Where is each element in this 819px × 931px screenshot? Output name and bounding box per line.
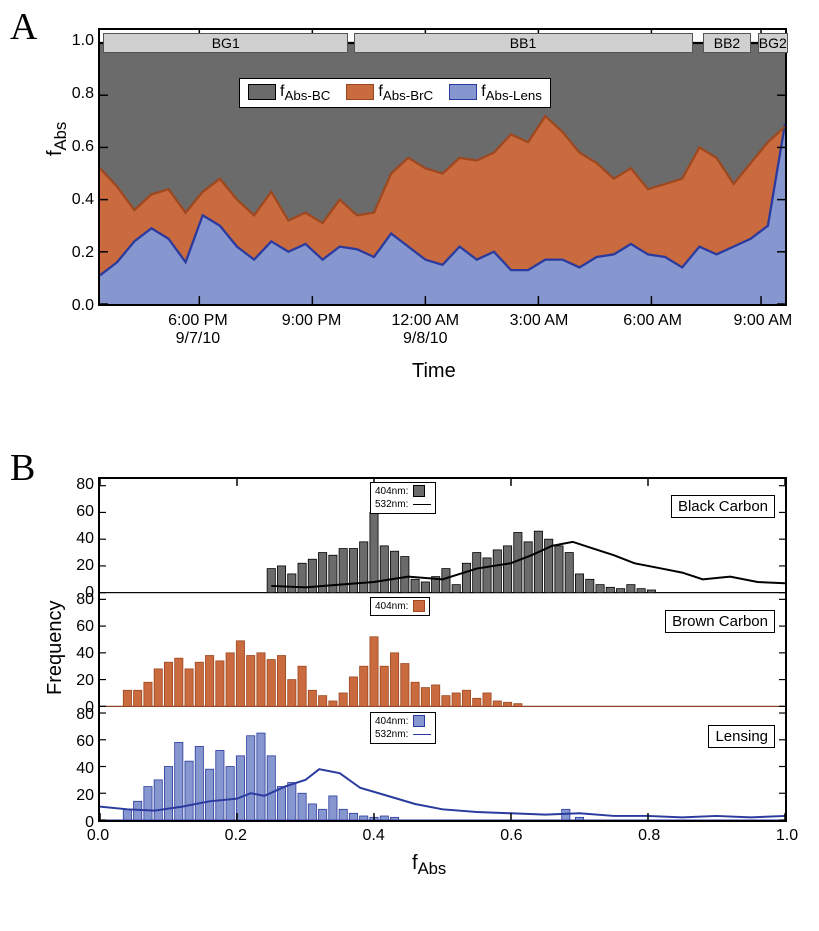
- ytick-label: 80: [68, 476, 94, 494]
- ytick-label: 60: [68, 618, 94, 636]
- panel-b-label: B: [10, 446, 35, 490]
- figure: A BG1 BB1 BB2 BG2 fAbs-BC fAbs-BrC fAbs-Len…: [0, 0, 819, 931]
- subplot-label: Black Carbon: [671, 495, 775, 518]
- panel-a-label: A: [10, 5, 37, 49]
- subplot-label: Lensing: [708, 725, 775, 748]
- panel-a-svg: [100, 30, 785, 304]
- panel-b-xlabel: fAbs: [412, 852, 446, 879]
- mini-legend: 404nm: 532nm:: [370, 482, 436, 514]
- xtick-label: 1.0: [767, 827, 807, 845]
- ytick-label: 80: [68, 706, 94, 724]
- panel-a-legend: fAbs-BC fAbs-BrC fAbs-Lens: [239, 78, 551, 108]
- legend-bc: fAbs-BC: [248, 83, 330, 103]
- ytick-label: 0.4: [66, 191, 94, 209]
- ytick-label: 40: [68, 530, 94, 548]
- ytick-label: 60: [68, 733, 94, 751]
- xtick-label: 12:00 AM9/8/10: [375, 312, 475, 348]
- subplot-label: Brown Carbon: [665, 610, 775, 633]
- ytick-label: 1.0: [66, 32, 94, 50]
- ytick-label: 20: [68, 672, 94, 690]
- xtick-label: 0.2: [216, 827, 256, 845]
- xtick-label: 9:00 PM: [262, 312, 362, 330]
- xtick-label: 6:00 AM: [603, 312, 703, 330]
- ytick-label: 40: [68, 760, 94, 778]
- panel-a: BG1BB1BB2BG2 fAbs-BC fAbs-BrC fAbs-Lens …: [72, 28, 787, 373]
- xtick-label: 6:00 PM9/7/10: [148, 312, 248, 348]
- xtick-label: 0.8: [629, 827, 669, 845]
- panel-a-ylabel: fAbs: [44, 122, 71, 156]
- mini-legend: 404nm:: [370, 597, 430, 616]
- ytick-label: 0.2: [66, 244, 94, 262]
- ytick-label: 60: [68, 503, 94, 521]
- mini-legend: 404nm: 532nm:: [370, 712, 436, 744]
- xtick-label: 0.4: [354, 827, 394, 845]
- ytick-label: 0.0: [66, 297, 94, 315]
- legend-lens: fAbs-Lens: [449, 83, 542, 103]
- xtick-label: 0.6: [491, 827, 531, 845]
- ytick-label: 80: [68, 591, 94, 609]
- ytick-label: 0.8: [66, 85, 94, 103]
- segment-BG2: BG2: [758, 33, 788, 53]
- panel-b: Black Carbon 404nm: 532nm: Brown Carbon 40…: [72, 477, 787, 892]
- legend-brc: fAbs-BrC: [346, 83, 433, 103]
- xtick-label: 0.0: [78, 827, 118, 845]
- panel-b-ylabel: Frequency: [44, 601, 67, 696]
- panel-b-plot: Black Carbon 404nm: 532nm: Brown Carbon 40…: [98, 477, 787, 822]
- segment-BB2: BB2: [703, 33, 751, 53]
- ytick-label: 40: [68, 645, 94, 663]
- ytick-label: 20: [68, 787, 94, 805]
- xtick-label: 9:00 AM: [713, 312, 813, 330]
- segment-BB1: BB1: [354, 33, 693, 53]
- panel-b-svg: [100, 479, 785, 820]
- segment-BG1: BG1: [103, 33, 348, 53]
- xtick-label: 3:00 AM: [489, 312, 589, 330]
- ytick-label: 20: [68, 557, 94, 575]
- panel-a-plot: BG1 BB1 BB2 BG2 fAbs-BC fAbs-BrC fAbs-Lens: [98, 28, 787, 306]
- panel-a-xlabel: Time: [412, 360, 456, 383]
